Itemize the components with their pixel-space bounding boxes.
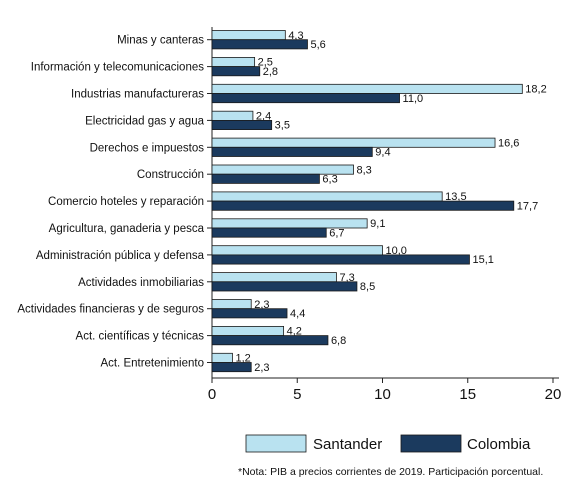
bar-santander	[211, 272, 337, 283]
data-label: 16,6	[498, 137, 519, 149]
data-label: 4,3	[288, 30, 303, 42]
category-label: Actividades inmobiliarias	[78, 277, 204, 289]
x-tick-label: 5	[293, 386, 301, 403]
category-label: Construcción	[137, 169, 204, 181]
category-label: Información y telecomunicaciones	[31, 62, 204, 74]
category-label: Actividades financieras y de seguros	[17, 304, 204, 316]
category-label: Comercio hoteles y reparación	[48, 196, 204, 208]
data-label: 2,4	[256, 111, 271, 123]
data-label: 10,0	[386, 245, 407, 257]
bar-santander	[211, 83, 523, 94]
data-label: 4,2	[287, 326, 302, 338]
category-label: Act. científicas y técnicas	[76, 331, 205, 343]
data-label: 9,4	[375, 147, 390, 159]
data-label: 11,0	[403, 93, 424, 105]
bar-colombia	[211, 254, 470, 265]
bar-colombia	[211, 173, 320, 184]
data-label: 17,7	[517, 200, 538, 212]
bar-colombia	[211, 308, 288, 319]
x-tick-label: 10	[374, 386, 391, 403]
data-label: 5,6	[310, 39, 325, 51]
legend-label-colombia: Colombia	[467, 436, 531, 453]
data-label: 6,7	[329, 227, 344, 239]
category-label: Act. Entretenimiento	[100, 358, 204, 370]
x-tick-label: 15	[459, 386, 476, 403]
legend-swatch-colombia	[400, 434, 462, 453]
legend-label-santander: Santander	[313, 436, 382, 453]
footnote: *Nota: PIB a precios corrientes de 2019.…	[238, 466, 544, 478]
x-tick-label: 0	[208, 386, 216, 403]
legend-swatch-santander	[245, 434, 307, 453]
category-label: Minas y canteras	[117, 35, 204, 47]
bar-santander	[211, 110, 254, 121]
bar-colombia	[211, 335, 329, 346]
category-label: Electricidad gas y agua	[85, 115, 205, 127]
category-label: Derechos e impuestos	[90, 142, 205, 154]
bar-colombia	[211, 227, 327, 238]
bar-santander	[211, 191, 443, 202]
bar-colombia	[211, 39, 308, 50]
data-label: 4,4	[290, 308, 305, 320]
bar-colombia	[211, 146, 373, 157]
bar-colombia	[211, 66, 261, 77]
data-label: 8,3	[357, 164, 372, 176]
data-label: 15,1	[472, 254, 493, 266]
bar-colombia	[211, 120, 273, 131]
data-label: 2,3	[254, 362, 269, 374]
bar-santander	[211, 325, 285, 336]
data-label: 6,8	[331, 335, 346, 347]
data-label: 2,3	[254, 299, 269, 311]
data-label: 2,5	[258, 57, 273, 69]
data-label: 1,2	[235, 353, 250, 365]
bar-colombia	[211, 200, 515, 211]
bar-santander	[211, 57, 256, 68]
category-label: Administración pública y defensa	[36, 250, 205, 262]
bar-santander	[211, 245, 383, 256]
data-label: 18,2	[525, 84, 546, 96]
bar-santander	[211, 137, 496, 148]
data-label: 9,1	[370, 218, 385, 230]
data-label: 7,3	[339, 272, 354, 284]
data-label: 6,3	[322, 174, 337, 186]
data-label: 13,5	[445, 191, 466, 203]
x-tick-label: 20	[545, 386, 562, 403]
category-label: Industrias manufactureras	[71, 89, 204, 101]
bar-colombia	[211, 281, 358, 292]
data-label: 3,5	[275, 120, 290, 132]
category-label: Agricultura, ganaderia y pesca	[49, 223, 205, 235]
bar-santander	[211, 352, 233, 363]
data-label: 8,5	[360, 281, 375, 293]
bar-santander	[211, 30, 286, 41]
data-label: 2,8	[263, 66, 278, 78]
bar-santander	[211, 299, 252, 310]
bar-colombia	[211, 362, 252, 373]
bar-colombia	[211, 93, 400, 104]
